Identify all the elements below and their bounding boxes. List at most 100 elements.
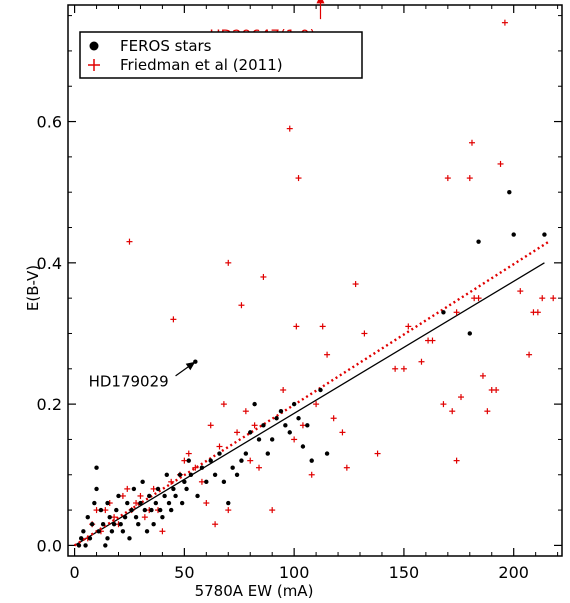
feros-point [171, 486, 176, 492]
feros-point [144, 529, 150, 534]
feros-point [160, 514, 165, 520]
feros-point [87, 536, 93, 541]
feros-point [173, 493, 178, 499]
x-tick-label: 150 [389, 563, 420, 582]
feros-point [129, 507, 134, 513]
feros-point [140, 479, 145, 485]
feros-point [103, 543, 108, 548]
friedman-point [150, 485, 157, 492]
friedman-point [286, 125, 293, 132]
feros-point [318, 387, 323, 393]
feros-point [296, 416, 301, 421]
friedman-point [475, 295, 482, 302]
feros-point [243, 451, 249, 456]
feros-point [179, 500, 185, 506]
feros-point [507, 189, 512, 195]
feros-point [441, 310, 446, 315]
friedman-point [319, 323, 326, 330]
feros-point [105, 500, 110, 506]
feros-point [131, 486, 137, 492]
feros-point [278, 408, 284, 414]
feros-point [252, 401, 257, 407]
friedman-point [168, 478, 175, 485]
friedman-point [526, 351, 533, 358]
friedman-point [216, 443, 223, 450]
feros-point [127, 536, 132, 541]
feros-point [94, 486, 99, 492]
friedman-fit-line [73, 240, 550, 547]
friedman-point [185, 450, 192, 457]
friedman-point [361, 330, 368, 337]
feros-point [153, 500, 159, 506]
feros-point [107, 514, 112, 520]
friedman-point [291, 436, 298, 443]
feros-point [83, 543, 88, 548]
feros-point [164, 472, 169, 477]
y-tick-label: 0.4 [37, 254, 62, 273]
feros-point [166, 500, 172, 506]
feros-point [305, 423, 310, 428]
x-tick-label: 200 [498, 563, 529, 582]
friedman-point [260, 273, 267, 280]
friedman-point [339, 429, 346, 436]
feros-point [177, 472, 183, 477]
friedman-point [352, 281, 359, 288]
friedman-point [330, 415, 337, 422]
friedman-point [493, 386, 500, 393]
friedman-point [392, 365, 399, 372]
friedman-point [295, 175, 302, 182]
friedman-point [137, 492, 144, 499]
feros-point [118, 522, 123, 527]
hd29647-arrow-head [316, 0, 325, 4]
x-tick-label: 100 [279, 563, 310, 582]
friedman-point [400, 365, 407, 372]
friedman-point [501, 19, 508, 26]
feros-point [217, 451, 222, 456]
friedman-point [299, 422, 306, 429]
feros-point [186, 458, 191, 463]
friedman-point [238, 302, 245, 309]
feros-point [300, 444, 306, 449]
friedman-point [198, 478, 205, 485]
feros-point [133, 514, 139, 520]
feros-point [182, 479, 187, 485]
friedman-point [234, 429, 241, 436]
friedman-point [517, 288, 524, 295]
feros-point [204, 479, 209, 485]
hd179029-label: HD179029 [89, 372, 169, 390]
feros-point [476, 239, 481, 244]
feros-point [287, 430, 292, 435]
friedman-point [207, 422, 214, 429]
friedman-point [374, 450, 381, 457]
legend-label-friedman: Friedman et al (2011) [120, 56, 283, 74]
feros-point [149, 507, 154, 513]
feros-point [155, 486, 161, 492]
friedman-point [539, 295, 546, 302]
legend-label-feros: FEROS stars [120, 37, 212, 55]
feros-point [76, 543, 82, 548]
friedman-point [308, 471, 315, 478]
feros-point [142, 507, 148, 513]
feros-point [291, 401, 297, 407]
feros-point [136, 522, 141, 527]
friedman-point [534, 309, 541, 316]
friedman-point [251, 422, 258, 429]
friedman-point [242, 408, 249, 415]
friedman-point [102, 507, 109, 514]
feros-point [96, 529, 101, 534]
feros-point [265, 451, 270, 456]
feros-point [188, 472, 194, 477]
feros-point [195, 493, 200, 499]
friedman-point [192, 464, 199, 471]
feros-point [234, 472, 240, 477]
feros-point [109, 529, 115, 534]
friedman-point [479, 372, 486, 379]
feros-point [138, 500, 143, 506]
feros-point [92, 500, 97, 506]
data-points [76, 19, 557, 548]
feros-point [467, 331, 472, 336]
feros-point [248, 430, 253, 435]
friedman-point [453, 457, 460, 464]
hd179029-arrow-head [185, 361, 196, 371]
